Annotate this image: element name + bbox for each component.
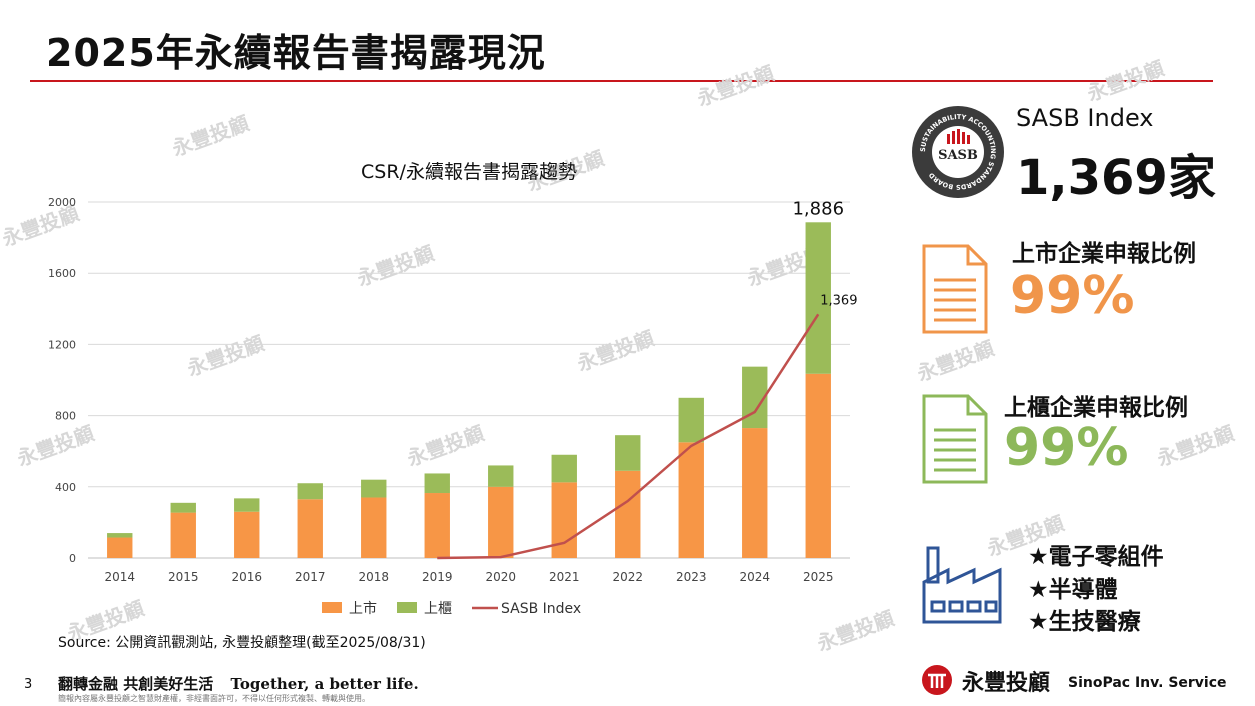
sasb-logo-text: SASB [938,148,978,163]
title-divider [30,80,1213,82]
document-icon [922,394,988,484]
x-tick-label: 2025 [803,570,834,584]
legend-label: 上櫃 [424,601,452,617]
data-label-total: 1,886 [792,198,844,219]
listed-ratio-label: 上市企業申報比例 [1012,241,1196,267]
sasb-logo: SUSTAINABILITY ACCOUNTING STANDARDS BOAR… [912,106,1004,198]
bar-上市 [297,499,323,558]
sector-item: ★電子零組件 [1028,544,1164,570]
bar-上櫃 [551,454,577,483]
bar-上市 [488,486,514,558]
slogan-zh: 翻轉金融 共創美好生活 [58,675,214,693]
bar-上櫃 [615,435,641,471]
sasb-value: 1,369家 [1016,150,1216,206]
bar-上櫃 [234,498,260,512]
sector-item: ★生技醫療 [1028,609,1141,635]
x-tick-label: 2016 [231,570,262,584]
x-tick-label: 2024 [739,570,770,584]
data-label-sasb: 1,369 [820,293,857,308]
x-tick-label: 2017 [295,570,326,584]
bar-上市 [234,511,260,558]
brand-name-zh: 永豐投顧 [962,671,1051,696]
bar-上市 [742,428,768,558]
x-tick-label: 2021 [549,570,580,584]
bar-上市 [805,373,831,558]
bar-上櫃 [107,533,133,538]
bar-上櫃 [297,483,323,500]
sasb-label: SASB Index [1016,104,1154,132]
otc-ratio-value: 99% [1004,418,1129,478]
page-number: 3 [24,677,33,692]
bar-上櫃 [488,465,514,487]
disclosure-trend-chart: CSR/永續報告書揭露趨勢 0 400 800 1200 1600 2000 2014 2015… [48,161,857,617]
x-tick-label: 2022 [612,570,643,584]
brand-name-en: SinoPac Inv. Service [1068,675,1227,691]
bar-上市 [424,493,450,558]
sector-item: ★半導體 [1028,577,1118,603]
bar-上櫃 [361,479,387,498]
y-tick-label: 0 [69,552,76,565]
watermark: 永豐投顧 [693,60,778,111]
x-tick-label: 2019 [422,570,453,584]
bar-上櫃 [678,397,704,443]
bar-上市 [361,497,387,558]
y-tick-label: 400 [55,481,76,494]
x-tick-label: 2018 [358,570,389,584]
legend-swatch [397,602,417,613]
watermark: 永豐投顧 [913,335,998,386]
otc-ratio-label: 上櫃企業申報比例 [1004,395,1188,421]
page-title: 2025年永續報告書揭露現況 [46,31,546,75]
legend-label: SASB Index [501,601,581,617]
bar-上櫃 [424,473,450,494]
source-note: Source: 公開資訊觀測站, 永豐投顧整理(截至2025/08/31) [58,635,426,651]
bar-上市 [615,470,641,558]
disclaimer: 簡報內容屬永豐投顧之智慧財產權，非經書面許可，不得以任何形式複製、轉載與使用。 [58,694,370,703]
listed-ratio-value: 99% [1010,266,1135,326]
bar-上市 [170,512,196,558]
x-tick-label: 2020 [485,570,516,584]
slogan-en: Together, a better life. [230,675,419,693]
legend-swatch [322,602,342,613]
y-tick-label: 2000 [48,196,76,209]
watermark: 永豐投顧 [1153,420,1238,471]
factory-icon [922,546,1002,624]
legend-label: 上市 [349,600,377,617]
y-tick-label: 800 [55,410,76,423]
slogan: 翻轉金融 共創美好生活 Together, a better life. [58,673,419,694]
brand-logo-icon [922,665,952,695]
y-tick-label: 1600 [48,267,76,280]
chart-title: CSR/永續報告書揭露趨勢 [361,161,577,183]
bar-上市 [107,537,133,558]
bar-上市 [551,482,577,558]
x-tick-label: 2014 [104,570,135,584]
y-tick-label: 1200 [48,338,76,351]
bar-上櫃 [805,222,831,374]
bar-上櫃 [170,502,196,513]
bar-上市 [678,442,704,558]
x-tick-label: 2023 [676,570,707,584]
document-icon [922,244,988,334]
x-tick-label: 2015 [168,570,199,584]
